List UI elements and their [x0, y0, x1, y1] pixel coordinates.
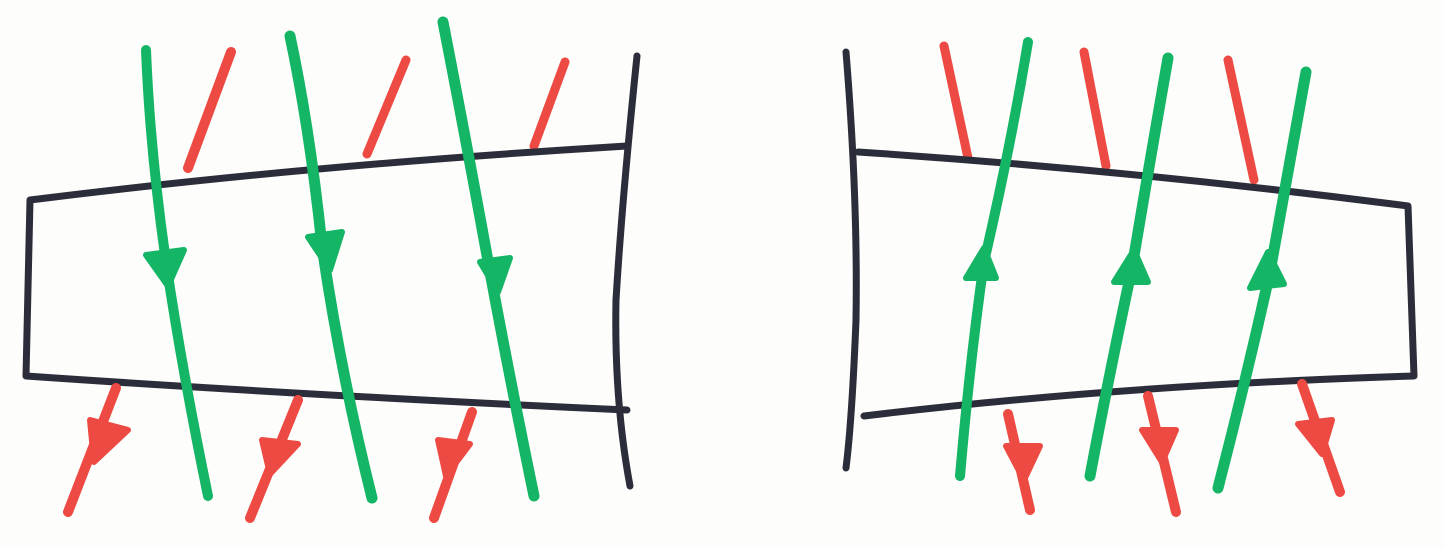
left-red-stroke-top-3	[529, 57, 570, 151]
left-green-arrow-1	[143, 247, 187, 289]
right-green-arrow-3	[1247, 249, 1287, 291]
right-green-arrow-1	[963, 245, 999, 281]
right-trapezoid	[854, 148, 1418, 420]
right-green-line-1	[955, 37, 1033, 481]
left-red-arrow-1	[87, 417, 131, 465]
left-red-stroke-top-2	[362, 55, 411, 159]
left-green-arrow-2	[305, 229, 345, 273]
right-red-arrow-1	[1003, 443, 1043, 483]
right-figure	[842, 37, 1418, 517]
left-vertical-bar	[612, 52, 641, 490]
right-red-stroke-top-2	[1079, 47, 1111, 171]
right-red-stroke-top-3	[1223, 55, 1259, 185]
right-vertical-bar	[842, 48, 860, 472]
left-red-arrow-3	[435, 437, 473, 479]
left-red-stroke-top-1	[183, 47, 236, 173]
left-trapezoid	[22, 142, 631, 414]
right-green-arrow-2	[1111, 247, 1151, 285]
left-red-arrow-2	[259, 437, 301, 477]
right-red-stroke-top-1	[939, 41, 973, 163]
left-figure	[22, 16, 641, 523]
left-green-arrow-3	[477, 255, 513, 295]
right-red-arrow-3	[1295, 417, 1335, 457]
right-red-arrow-2	[1139, 427, 1179, 465]
